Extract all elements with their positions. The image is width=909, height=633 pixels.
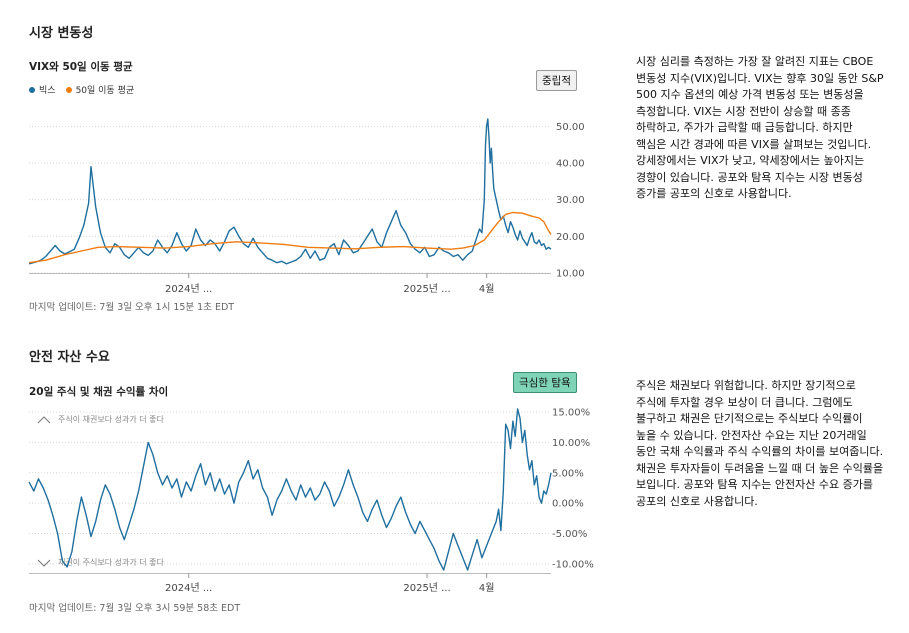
volatility-section-title: 시장 변동성: [29, 26, 94, 41]
series-line-spread: [28, 408, 552, 571]
x-tick-label: 2024년 ...: [165, 582, 212, 594]
y-tick-label: 20.00: [556, 232, 585, 243]
vix-chart-title: VIX와 50일 이동 평균: [29, 61, 133, 73]
x-tick-label: 4월: [479, 283, 495, 295]
vix-legend: 빅스 50일 이동 평균: [29, 83, 134, 96]
vix-chart: 10.00 20.00 30.00 40.00 50.00 2024년 ... 2025년 …: [28, 118, 585, 295]
x-tick-label: 2024년 ...: [165, 283, 212, 295]
y-tick-label: -10.00%: [552, 559, 594, 570]
annotation-bonds-better: 채권이 주식보다 성과가 더 좋다: [58, 557, 164, 567]
volatility-description: 시장 심리를 측정하는 가장 잘 알려진 지표는 CBOE 변동성 지수(VIX…: [636, 55, 884, 200]
safe-haven-rating-badge: 극심한 탐욕: [513, 372, 577, 393]
y-tick-label: 5.00%: [552, 468, 584, 479]
y-tick-label: 15.00%: [552, 408, 590, 419]
legend-label-ma: 50일 이동 평균: [75, 86, 135, 96]
x-tick-label: 4월: [479, 582, 495, 594]
y-tick-label: 10.00: [556, 269, 585, 280]
chevron-up-icon: [37, 416, 51, 424]
safe-haven-section-title: 안전 자산 수요: [29, 350, 110, 365]
y-tick-label: 30.00: [556, 195, 585, 206]
x-tick-label: 2025년 ...: [403, 283, 450, 295]
y-tick-label: 40.00: [556, 159, 585, 170]
x-tick-label: 2025년 ...: [403, 582, 450, 594]
safe-haven-description: 주식은 채권보다 위험합니다. 하지만 장기적으로 주식에 투자할 경우 보상이…: [636, 379, 884, 508]
y-tick-label: 0.00%: [552, 499, 584, 510]
volatility-rating-badge: 중립적: [536, 70, 577, 91]
series-line-ma50: [28, 211, 552, 264]
legend-dot-ma: [65, 86, 72, 93]
volatility-updated-time: 마지막 업데이트: 7월 3일 오후 1시 15분 1초 EDT: [29, 302, 235, 313]
legend-item-vix: 빅스: [29, 83, 56, 96]
safe-haven-chart: -10.00% -5.00% 0.00% 5.00% 10.00% 15.00% 2024년…: [28, 408, 594, 594]
y-tick-label: -5.00%: [552, 529, 587, 540]
safe-haven-chart-title: 20일 주식 및 채권 수익률 차이: [29, 386, 169, 398]
legend-dot-vix: [29, 86, 35, 93]
annotation-stocks-better: 주식이 채권보다 성과가 더 좋다: [58, 414, 164, 424]
legend-label-vix: 빅스: [39, 86, 56, 96]
safe-haven-updated-time: 마지막 업데이트: 7월 3일 오후 3시 59분 58초 EDT: [29, 603, 241, 614]
series-line-vix: [28, 118, 552, 265]
legend-item-ma: 50일 이동 평균: [65, 83, 135, 96]
chevron-down-icon: [37, 559, 51, 567]
y-tick-label: 50.00: [556, 122, 585, 133]
y-tick-label: 10.00%: [552, 438, 590, 449]
